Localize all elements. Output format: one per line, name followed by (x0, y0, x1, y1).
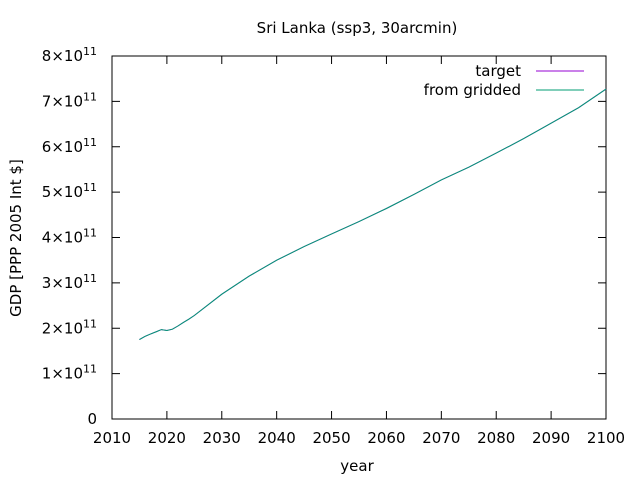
series-lines (139, 88, 607, 341)
y-tick-label: 2×1011 (42, 317, 97, 337)
x-tick-label: 2040 (258, 429, 296, 447)
x-axis-ticks: 2010 2020 2030 2040 2050 2060 2070 2080 2090 2100 (93, 56, 625, 447)
plot-frame (111, 55, 607, 420)
x-axis-label: year (340, 457, 374, 475)
y-tick-label: 1×1011 (42, 363, 97, 383)
series-line-1 (139, 88, 607, 341)
x-tick-label: 2100 (587, 429, 625, 447)
legend-label: from gridded (424, 81, 521, 99)
x-tick-label: 2030 (203, 429, 241, 447)
x-tick-label: 2010 (93, 429, 131, 447)
chart-title: Sri Lanka (ssp3, 30arcmin) (257, 19, 458, 37)
y-axis-label: GDP [PPP 2005 Int $] (7, 159, 25, 317)
y-tick-label: 7×1011 (42, 90, 97, 110)
legend-label: target (475, 62, 521, 80)
y-tick-label: 4×1011 (42, 227, 97, 247)
y-tick-label: 6×1011 (42, 136, 97, 156)
plot-border (111, 55, 607, 420)
x-tick-label: 2050 (312, 429, 350, 447)
x-tick-label: 2090 (532, 429, 570, 447)
y-axis-ticks: 0 1×1011 2×1011 3×1011 4×1011 5×1011 6×1011 7×1… (42, 45, 606, 428)
y-tick-label: 3×1011 (42, 272, 97, 292)
y-tick-label: 5×1011 (42, 181, 97, 201)
x-tick-label: 2070 (422, 429, 460, 447)
y-tick-label: 0 (87, 410, 97, 428)
x-tick-label: 2080 (477, 429, 515, 447)
x-tick-label: 2060 (367, 429, 405, 447)
y-tick-label: 8×1011 (42, 45, 97, 65)
x-tick-label: 2020 (148, 429, 186, 447)
series-line-2 (139, 88, 607, 341)
